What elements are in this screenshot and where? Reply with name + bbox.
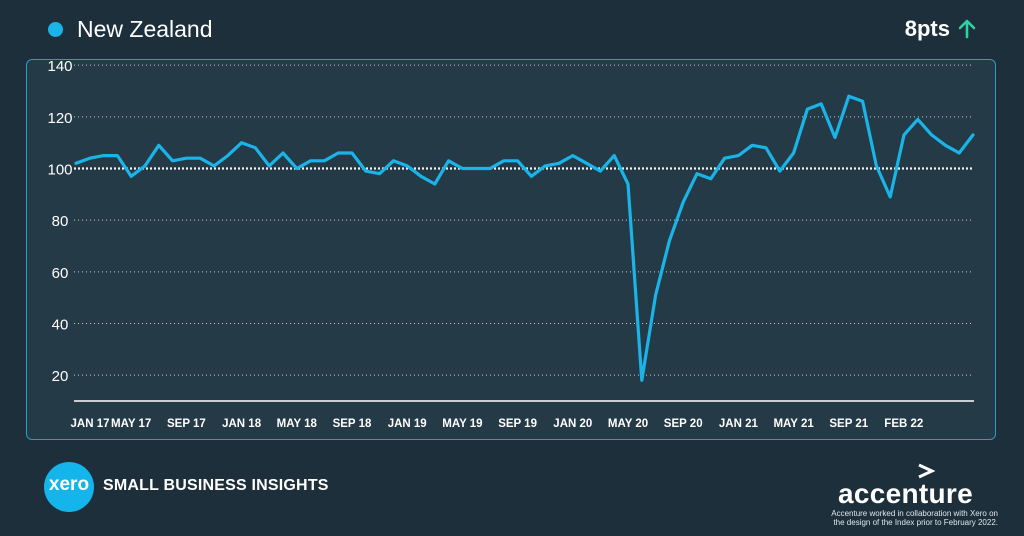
x-tick-label: SEP 21 <box>829 418 868 430</box>
x-tick-label: MAY 20 <box>608 418 648 430</box>
accenture-chevron-icon <box>918 463 935 479</box>
up-arrow-icon <box>958 19 976 39</box>
y-tick-label: 80 <box>52 213 69 230</box>
x-tick-label: FEB 22 <box>884 418 923 430</box>
chart-panel <box>26 59 996 440</box>
change-indicator: 8pts <box>905 16 976 42</box>
x-tick-label: SEP 18 <box>333 418 372 430</box>
legend-label: New Zealand <box>77 16 213 42</box>
x-tick-label: JAN 18 <box>222 418 262 430</box>
xero-logo: xero <box>44 462 94 512</box>
y-tick-label: 60 <box>52 265 69 282</box>
insights-title: SMALL BUSINESS INSIGHTS <box>103 477 329 494</box>
x-tick-label: JAN 20 <box>553 418 592 430</box>
y-tick-label: 40 <box>52 317 69 334</box>
y-tick-label: 100 <box>47 162 72 179</box>
legend-dot-icon <box>48 22 63 37</box>
x-tick-label: MAY 19 <box>442 418 482 430</box>
x-tick-label: SEP 20 <box>664 418 703 430</box>
y-tick-label: 140 <box>47 58 72 75</box>
x-tick-label: JAN 21 <box>719 418 759 430</box>
x-tick-label: MAY 18 <box>277 418 318 430</box>
y-axis-ticks: 20 40 60 80 100 120 140 <box>47 58 72 385</box>
chart-header: New Zealand 8pts <box>0 14 1024 46</box>
x-tick-label: SEP 19 <box>498 418 537 430</box>
x-tick-label: MAY 17 <box>111 418 151 430</box>
change-value: 8pts <box>904 16 950 41</box>
series-line-new-zealand <box>74 94 975 382</box>
x-tick-label: MAY 21 <box>773 418 814 430</box>
x-tick-label: JAN 17 <box>71 418 110 430</box>
x-tick-label: JAN 19 <box>388 418 427 430</box>
x-tick-label: SEP 17 <box>167 418 206 430</box>
x-axis-ticks: JAN 17 MAY 17 SEP 17 JAN 18 MAY 18 SEP 18 JAN … <box>71 418 924 430</box>
accenture-disclaimer: Accenture worked in collaboration with X… <box>831 509 998 527</box>
accenture-wordmark: accenture <box>838 478 973 509</box>
gridlines <box>74 64 974 376</box>
y-tick-label: 20 <box>52 368 69 385</box>
y-tick-label: 120 <box>47 110 72 127</box>
